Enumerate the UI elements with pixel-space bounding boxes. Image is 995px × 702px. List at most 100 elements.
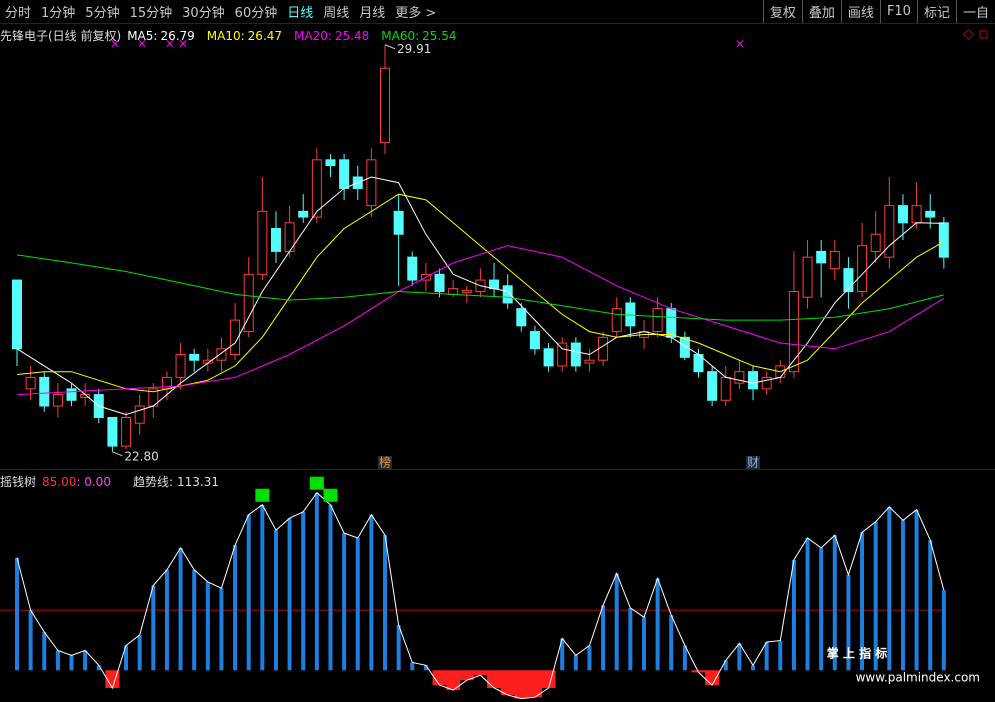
candle-body [216, 348, 227, 361]
indicator-bar [69, 655, 74, 671]
tool-button[interactable]: 标记 [916, 0, 956, 23]
period-tab[interactable]: 60分钟 [234, 6, 278, 21]
indicator-bar [192, 569, 197, 671]
tool-buttons: 复权 叠加 画线 F10 标记 一自 [762, 0, 995, 23]
indicator-bar [805, 538, 810, 671]
candle-body [611, 308, 622, 333]
candle-body [720, 376, 731, 401]
indicator-bar [682, 645, 687, 671]
candle-body [666, 308, 677, 338]
watermark-url: www.palmindex.com [856, 671, 980, 685]
indicator-bar [887, 506, 892, 671]
candle-body [298, 210, 309, 218]
legend-entry: MA10: 26.47 [207, 29, 288, 43]
indicator-bar [164, 569, 169, 671]
tool-button[interactable]: F10 [879, 0, 917, 23]
indicator-bar [514, 670, 529, 699]
candle-body [243, 273, 254, 333]
indicator-bar [28, 610, 33, 671]
legend-entry: MA20: 25.48 [294, 29, 375, 43]
period-tab[interactable]: 月线 [359, 6, 386, 21]
candle-body [66, 388, 77, 401]
candle-body [870, 233, 881, 252]
candle-body [598, 336, 609, 361]
indicator-bar [860, 532, 865, 671]
indicator-bar [410, 662, 415, 671]
indicator-bar [137, 634, 142, 671]
tool-button[interactable]: 一自 [955, 0, 995, 23]
period-tab[interactable]: 日线 [287, 6, 314, 21]
legend-entry: MA60: 25.54 [381, 29, 462, 43]
candle-body [134, 405, 145, 424]
signal-marker [323, 488, 338, 502]
candle-body [679, 336, 690, 358]
candle-body [461, 289, 472, 294]
corner-icon [979, 30, 988, 39]
event-box [378, 456, 393, 469]
candle-body [925, 210, 936, 218]
period-tab[interactable]: 更多 > [395, 6, 437, 21]
event-label: 榜 [379, 455, 391, 470]
annotation-label: 29.91 [397, 42, 431, 56]
candle-body [748, 371, 759, 390]
indicator-bar [314, 492, 319, 671]
tool-button[interactable]: 叠加 [801, 0, 841, 23]
indicator-bar [342, 533, 347, 671]
candle-body [652, 308, 663, 333]
event-label: 财 [747, 456, 759, 470]
corner-icon [962, 28, 975, 41]
candle-body [380, 67, 391, 144]
candle-body [843, 268, 854, 293]
ma-line [16, 176, 944, 416]
period-tabs: 分时 1分钟 5分钟 15分钟 30分钟 60分钟 日线 周线 月线 更多 > [0, 0, 441, 23]
indicator-bar [233, 545, 238, 671]
indicator-bar [301, 511, 306, 671]
candle-body [884, 205, 895, 258]
period-tab[interactable]: 15分钟 [129, 6, 173, 21]
indicator-bar [764, 641, 769, 671]
candle-body [788, 291, 799, 373]
tool-button[interactable]: 画线 [840, 0, 880, 23]
candle-body [107, 416, 118, 447]
candle-body [121, 416, 132, 447]
annotation-label: 22.80 [124, 449, 158, 463]
legend-value: 26.47 [247, 29, 283, 43]
zero-label: : 0.00 [76, 475, 111, 489]
marker-cross: × [110, 37, 120, 51]
period-tab[interactable]: 30分钟 [182, 6, 225, 21]
indicator-bar [446, 670, 461, 691]
series-name: 趋势线: [132, 475, 173, 489]
indicator-header: 摇钱树 85.00: 0.00 趋势线: 113.31 [0, 473, 225, 490]
indicator-bar [260, 504, 265, 671]
indicator-bar [587, 645, 592, 671]
indicator-bar [487, 670, 502, 688]
indicator-bar [914, 509, 919, 671]
period-tab[interactable]: 周线 [323, 6, 350, 21]
indicator-bar [423, 665, 428, 671]
ma-line [16, 193, 945, 393]
period-tab[interactable]: 1分钟 [41, 6, 76, 21]
indicator-bar [723, 660, 728, 671]
candle-body [39, 376, 50, 407]
indicator-bar [55, 650, 60, 671]
indicator-bar [873, 521, 878, 671]
candle-body [502, 285, 513, 304]
period-tab[interactable]: 5分钟 [85, 6, 120, 21]
legend-name: MA5: [127, 29, 158, 43]
indicator-bar [287, 518, 292, 671]
period-tab[interactable]: 分时 [5, 6, 32, 21]
candle-body [857, 245, 868, 293]
indicator-bar [641, 617, 646, 671]
indicator-bar [573, 655, 578, 671]
candle-body [189, 353, 200, 361]
candle-body [311, 159, 322, 218]
indicator-bar [369, 514, 374, 671]
signal-marker [255, 488, 270, 502]
indicator-bar [500, 670, 515, 696]
indicator-bar [178, 547, 183, 671]
tool-button[interactable]: 复权 [762, 0, 802, 23]
signal-marker [309, 476, 324, 490]
indicator-bar [273, 530, 278, 671]
candle-body [734, 371, 745, 384]
